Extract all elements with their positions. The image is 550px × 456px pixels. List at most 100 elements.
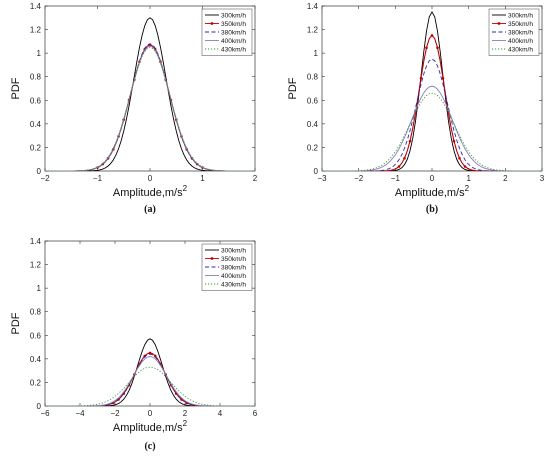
y-tick-label: 0 xyxy=(37,402,42,411)
legend-box xyxy=(201,8,253,56)
x-axis-label: Amplitude,m/s2 xyxy=(395,184,470,199)
y-tick-label: 0.6 xyxy=(307,96,319,105)
y-tick-label: 1 xyxy=(37,284,42,293)
legend-entry: 430km/h xyxy=(221,46,246,53)
x-tick-label: −6 xyxy=(40,409,50,418)
y-axis-label: PDF xyxy=(10,77,22,99)
series-point-350km/h xyxy=(148,351,152,355)
x-tick-label: 2 xyxy=(503,174,508,183)
series-line-430km/h xyxy=(322,92,542,171)
series-point-350km/h xyxy=(397,165,401,168)
legend-box xyxy=(201,243,253,291)
x-axis-label-exponent: 2 xyxy=(183,184,188,193)
series-group xyxy=(45,338,255,406)
x-tick-label: −2 xyxy=(110,409,120,418)
x-tick-label: −2 xyxy=(354,174,364,183)
legend-entry: 400km/h xyxy=(221,38,246,45)
series-point-350km/h xyxy=(425,46,428,49)
y-tick-label: 1.4 xyxy=(30,2,42,11)
series-point-350km/h xyxy=(463,165,467,168)
x-axis-label-main: Amplitude,m/s xyxy=(113,187,183,199)
series-point-350km/h xyxy=(441,76,445,80)
legend-box xyxy=(488,8,540,56)
legend-entry: 400km/h xyxy=(221,273,246,280)
series-point-350km/h xyxy=(458,156,461,160)
x-tick-label: 0 xyxy=(430,174,435,183)
legend-entry: 430km/h xyxy=(221,281,246,288)
legend-swatch-marker xyxy=(210,257,214,260)
y-tick-label: 0.2 xyxy=(30,378,42,387)
series-point-350km/h xyxy=(436,46,439,49)
series-line-300km/h xyxy=(45,338,255,406)
series-point-350km/h xyxy=(153,354,157,358)
y-tick-label: 0.2 xyxy=(30,143,42,152)
x-axis-label-main: Amplitude,m/s xyxy=(395,187,465,199)
y-tick-label: 0.8 xyxy=(307,73,319,82)
x-axis-label: Amplitude,m/s2 xyxy=(113,419,188,434)
x-tick-label: −1 xyxy=(93,174,103,183)
legend-entry: 300km/h xyxy=(221,247,246,254)
series-point-350km/h xyxy=(408,139,412,143)
legend-entry: 350km/h xyxy=(508,21,533,28)
x-tick-label: 0 xyxy=(148,174,153,183)
series-group xyxy=(45,17,255,171)
x-tick-label: 6 xyxy=(253,409,258,418)
legend-swatch-marker xyxy=(497,22,501,25)
y-tick-label: 1 xyxy=(314,49,319,58)
y-tick-label: 0.4 xyxy=(307,120,319,129)
x-axis-label-exponent: 2 xyxy=(465,184,470,193)
x-tick-label: 1 xyxy=(466,174,471,183)
panel-label: (b) xyxy=(426,204,438,215)
legend-entry: 380km/h xyxy=(221,29,246,36)
y-tick-label: 1.2 xyxy=(30,26,42,35)
panel-label: (a) xyxy=(144,204,156,215)
y-tick-label: 0.8 xyxy=(30,73,42,82)
x-axis-label-main: Amplitude,m/s xyxy=(113,422,183,434)
series-group xyxy=(322,10,542,171)
x-tick-label: 4 xyxy=(218,409,223,418)
y-axis-label: PDF xyxy=(287,77,299,99)
legend-entry: 300km/h xyxy=(508,12,533,19)
series-line-430km/h xyxy=(45,366,255,406)
y-tick-label: 0.6 xyxy=(30,96,42,105)
legend-entry: 300km/h xyxy=(221,12,246,19)
x-tick-label: 3 xyxy=(540,174,545,183)
chart-panel-3: −6 −4 −2 0 2 4 6 0 0.2 0.4 0.6 0.8 1 1.2 1.4 PDF Amplitu… xyxy=(10,237,258,452)
y-tick-label: 1 xyxy=(37,49,42,58)
panel-label: (c) xyxy=(144,441,155,452)
x-axis-label-exponent: 2 xyxy=(183,419,188,428)
chart-panel-1: −2 −1 0 1 2 0 0.2 0.4 0.6 0.8 1 1.2 1.4 PDF Amplitude,… xyxy=(10,2,258,215)
series-line-400km/h xyxy=(45,45,255,171)
legend-entry: 350km/h xyxy=(221,21,246,28)
series-point-350km/h xyxy=(430,34,434,37)
legend-entry: 380km/h xyxy=(221,264,246,271)
x-tick-label: 0 xyxy=(148,409,153,418)
x-tick-label: −3 xyxy=(317,174,327,183)
series-point-350km/h xyxy=(403,156,406,160)
y-tick-label: 1.2 xyxy=(30,261,42,270)
x-tick-label: −1 xyxy=(391,174,401,183)
y-tick-label: 0.6 xyxy=(30,331,42,340)
legend-swatch-marker xyxy=(210,22,214,25)
y-tick-label: 0.2 xyxy=(307,143,319,152)
x-tick-label: −2 xyxy=(40,174,50,183)
legend-entry: 350km/h xyxy=(221,256,246,263)
legend-entry: 400km/h xyxy=(508,38,533,45)
y-tick-label: 1.2 xyxy=(307,26,319,35)
y-tick-label: 1.4 xyxy=(307,2,319,11)
series-line-300km/h xyxy=(322,10,542,171)
y-tick-label: 1.4 xyxy=(30,237,42,246)
y-axis-label: PDF xyxy=(10,312,22,334)
x-tick-label: 2 xyxy=(253,174,258,183)
x-axis-label: Amplitude,m/s2 xyxy=(113,184,188,199)
series-line-430km/h xyxy=(45,46,255,171)
series-line-380km/h xyxy=(45,353,255,406)
chart-panel-2: −3 −2 −1 0 1 2 300.20.40.60.811.21.4PDFAmplitu… xyxy=(287,2,545,215)
y-tick-label: 0 xyxy=(314,167,319,176)
x-tick-label: 2 xyxy=(183,409,188,418)
series-point-350km/h xyxy=(452,139,456,143)
